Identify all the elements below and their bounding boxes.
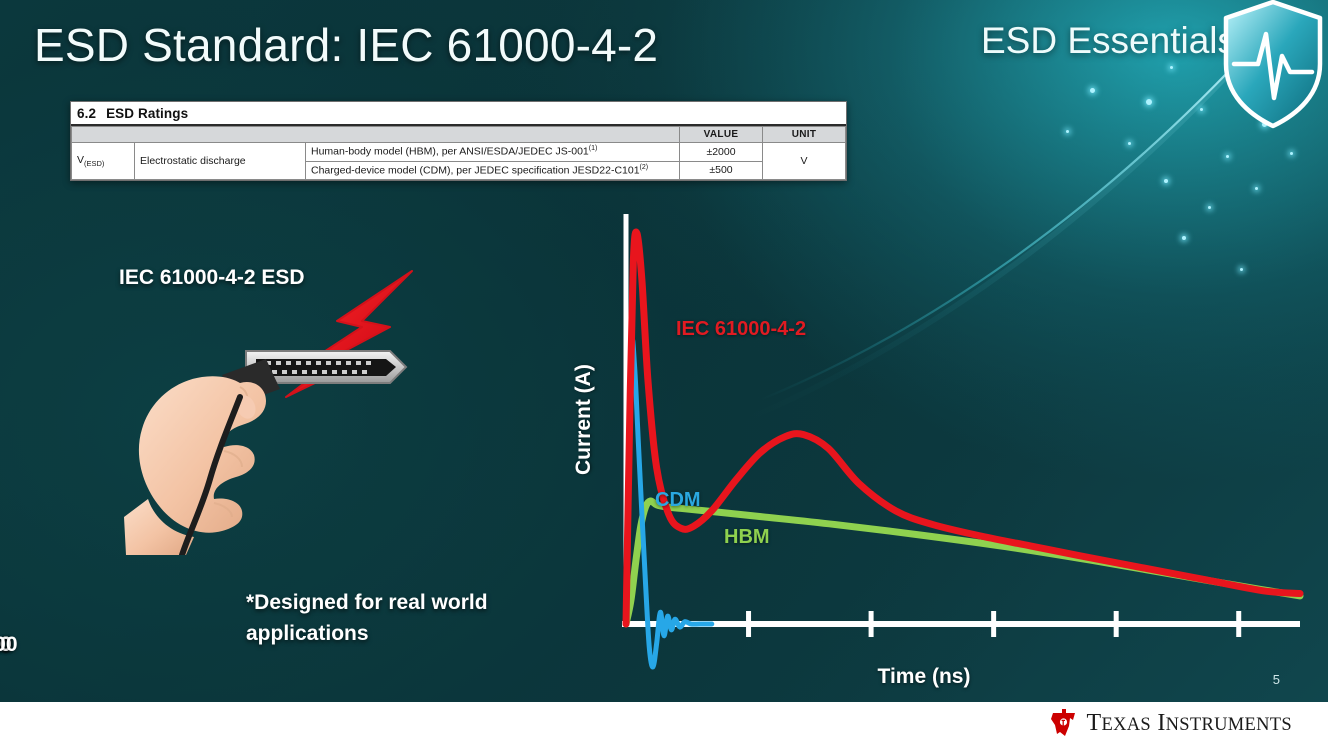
ratings-section-number: 6.2 — [77, 106, 97, 121]
cell-description-cdm: Charged-device model (CDM), per JEDEC sp… — [305, 160, 680, 181]
chart-x-tick-label: 60 — [0, 633, 12, 656]
chart-x-ticks — [746, 611, 1242, 637]
description-text: Charged-device model (CDM), per JEDEC sp… — [311, 164, 640, 177]
hdmi-connector-icon — [222, 350, 408, 405]
cell-value-hbm: ±2000 — [679, 142, 763, 162]
star-particle — [1090, 88, 1095, 93]
lightning-bolt-icon — [285, 270, 413, 398]
series-label-hbm: HBM — [724, 526, 770, 548]
cell-description-hbm: Human-body model (HBM), per ANSI/ESDA/JE… — [305, 142, 680, 162]
ti-word-nstruments: NSTRUMENTS — [1165, 714, 1292, 735]
page-title: ESD Standard: IEC 61000-4-2 — [34, 19, 659, 71]
star-particle — [1262, 122, 1267, 127]
star-particle — [1200, 108, 1203, 111]
brand-title: ESD Essentials — [981, 20, 1236, 61]
ratings-section-title: ESD Ratings — [106, 106, 189, 121]
description-text: Human-body model (HBM), per ANSI/ESDA/JE… — [311, 145, 589, 158]
chart-x-axis-label: Time (ns) — [877, 665, 971, 688]
ratings-table-title: 6.2 ESD Ratings — [71, 102, 846, 126]
ti-word-exas: EXAS — [1101, 714, 1152, 735]
table-header-value: VALUE — [679, 126, 763, 143]
cell-parameter: Electrostatic discharge — [134, 141, 306, 181]
cell-symbol: V(ESD) — [71, 141, 135, 181]
ti-word-i: I — [1157, 709, 1166, 736]
table-header-blank — [71, 126, 680, 143]
star-particle — [1066, 130, 1069, 133]
star-particle — [1240, 268, 1243, 271]
star-particle — [1255, 187, 1258, 190]
esd-ratings-table: 6.2 ESD Ratings VALUE UNIT V(ESD) Electro… — [70, 101, 847, 182]
note-text: *Designed for real world applications — [246, 588, 576, 650]
ratings-spec-table: VALUE UNIT V(ESD) Electrostatic discharg… — [71, 126, 846, 181]
table-row: Charged-device model (CDM), per JEDEC sp… — [72, 160, 846, 181]
series-label-cdm: CDM — [655, 489, 701, 511]
footnote-marker: (2) — [639, 163, 649, 171]
note-line-2: applications — [246, 621, 369, 645]
chart-series-layer — [622, 228, 1304, 670]
page-number: 5 — [1272, 672, 1280, 687]
chart-x-tick-label: 100 — [0, 633, 18, 656]
note-line-1: *Designed for real world — [246, 591, 488, 614]
star-particle — [1170, 66, 1173, 69]
footnote-marker: (1) — [588, 145, 598, 152]
star-particle — [1290, 152, 1293, 155]
chart-series-hbm — [622, 497, 1304, 628]
cell-value-cdm: ±500 — [679, 160, 763, 181]
chart-x-tick-label: 40 — [0, 633, 12, 656]
chart-x-tick-label: 80 — [0, 633, 12, 656]
star-particle — [1208, 206, 1211, 209]
cell-unit: V — [762, 141, 846, 181]
texas-instruments-logo: TEXAS INSTRUMENTS — [1048, 707, 1292, 739]
esd-shield-icon — [1223, 0, 1323, 129]
chart-series-iec-61000-4-2 — [622, 228, 1304, 628]
star-particle — [1146, 99, 1152, 105]
ti-texas-icon — [1050, 709, 1075, 736]
symbol-text: V — [77, 154, 85, 167]
hand-holding-connector-illustration — [124, 270, 413, 555]
star-particle — [1226, 155, 1229, 158]
table-row: V(ESD) Electrostatic discharge Human-bod… — [71, 141, 846, 181]
esd-waveform-chart — [622, 214, 1304, 670]
chart-x-tick-label: 20 — [0, 633, 12, 656]
symbol-subscript: (ESD) — [84, 159, 105, 169]
table-header-unit: UNIT — [762, 126, 846, 143]
star-particle — [1128, 142, 1131, 145]
star-particle — [1164, 179, 1168, 183]
table-header-row: VALUE UNIT — [71, 126, 846, 143]
esd-caption: IEC 61000-4-2 ESD — [119, 266, 305, 289]
ti-word-t: T — [1086, 709, 1102, 736]
series-label-iec: IEC 61000-4-2 — [676, 318, 807, 340]
footer-bar — [0, 702, 1328, 746]
star-particle — [1182, 236, 1186, 240]
ti-wordmark: TEXAS INSTRUMENTS — [1087, 710, 1292, 737]
